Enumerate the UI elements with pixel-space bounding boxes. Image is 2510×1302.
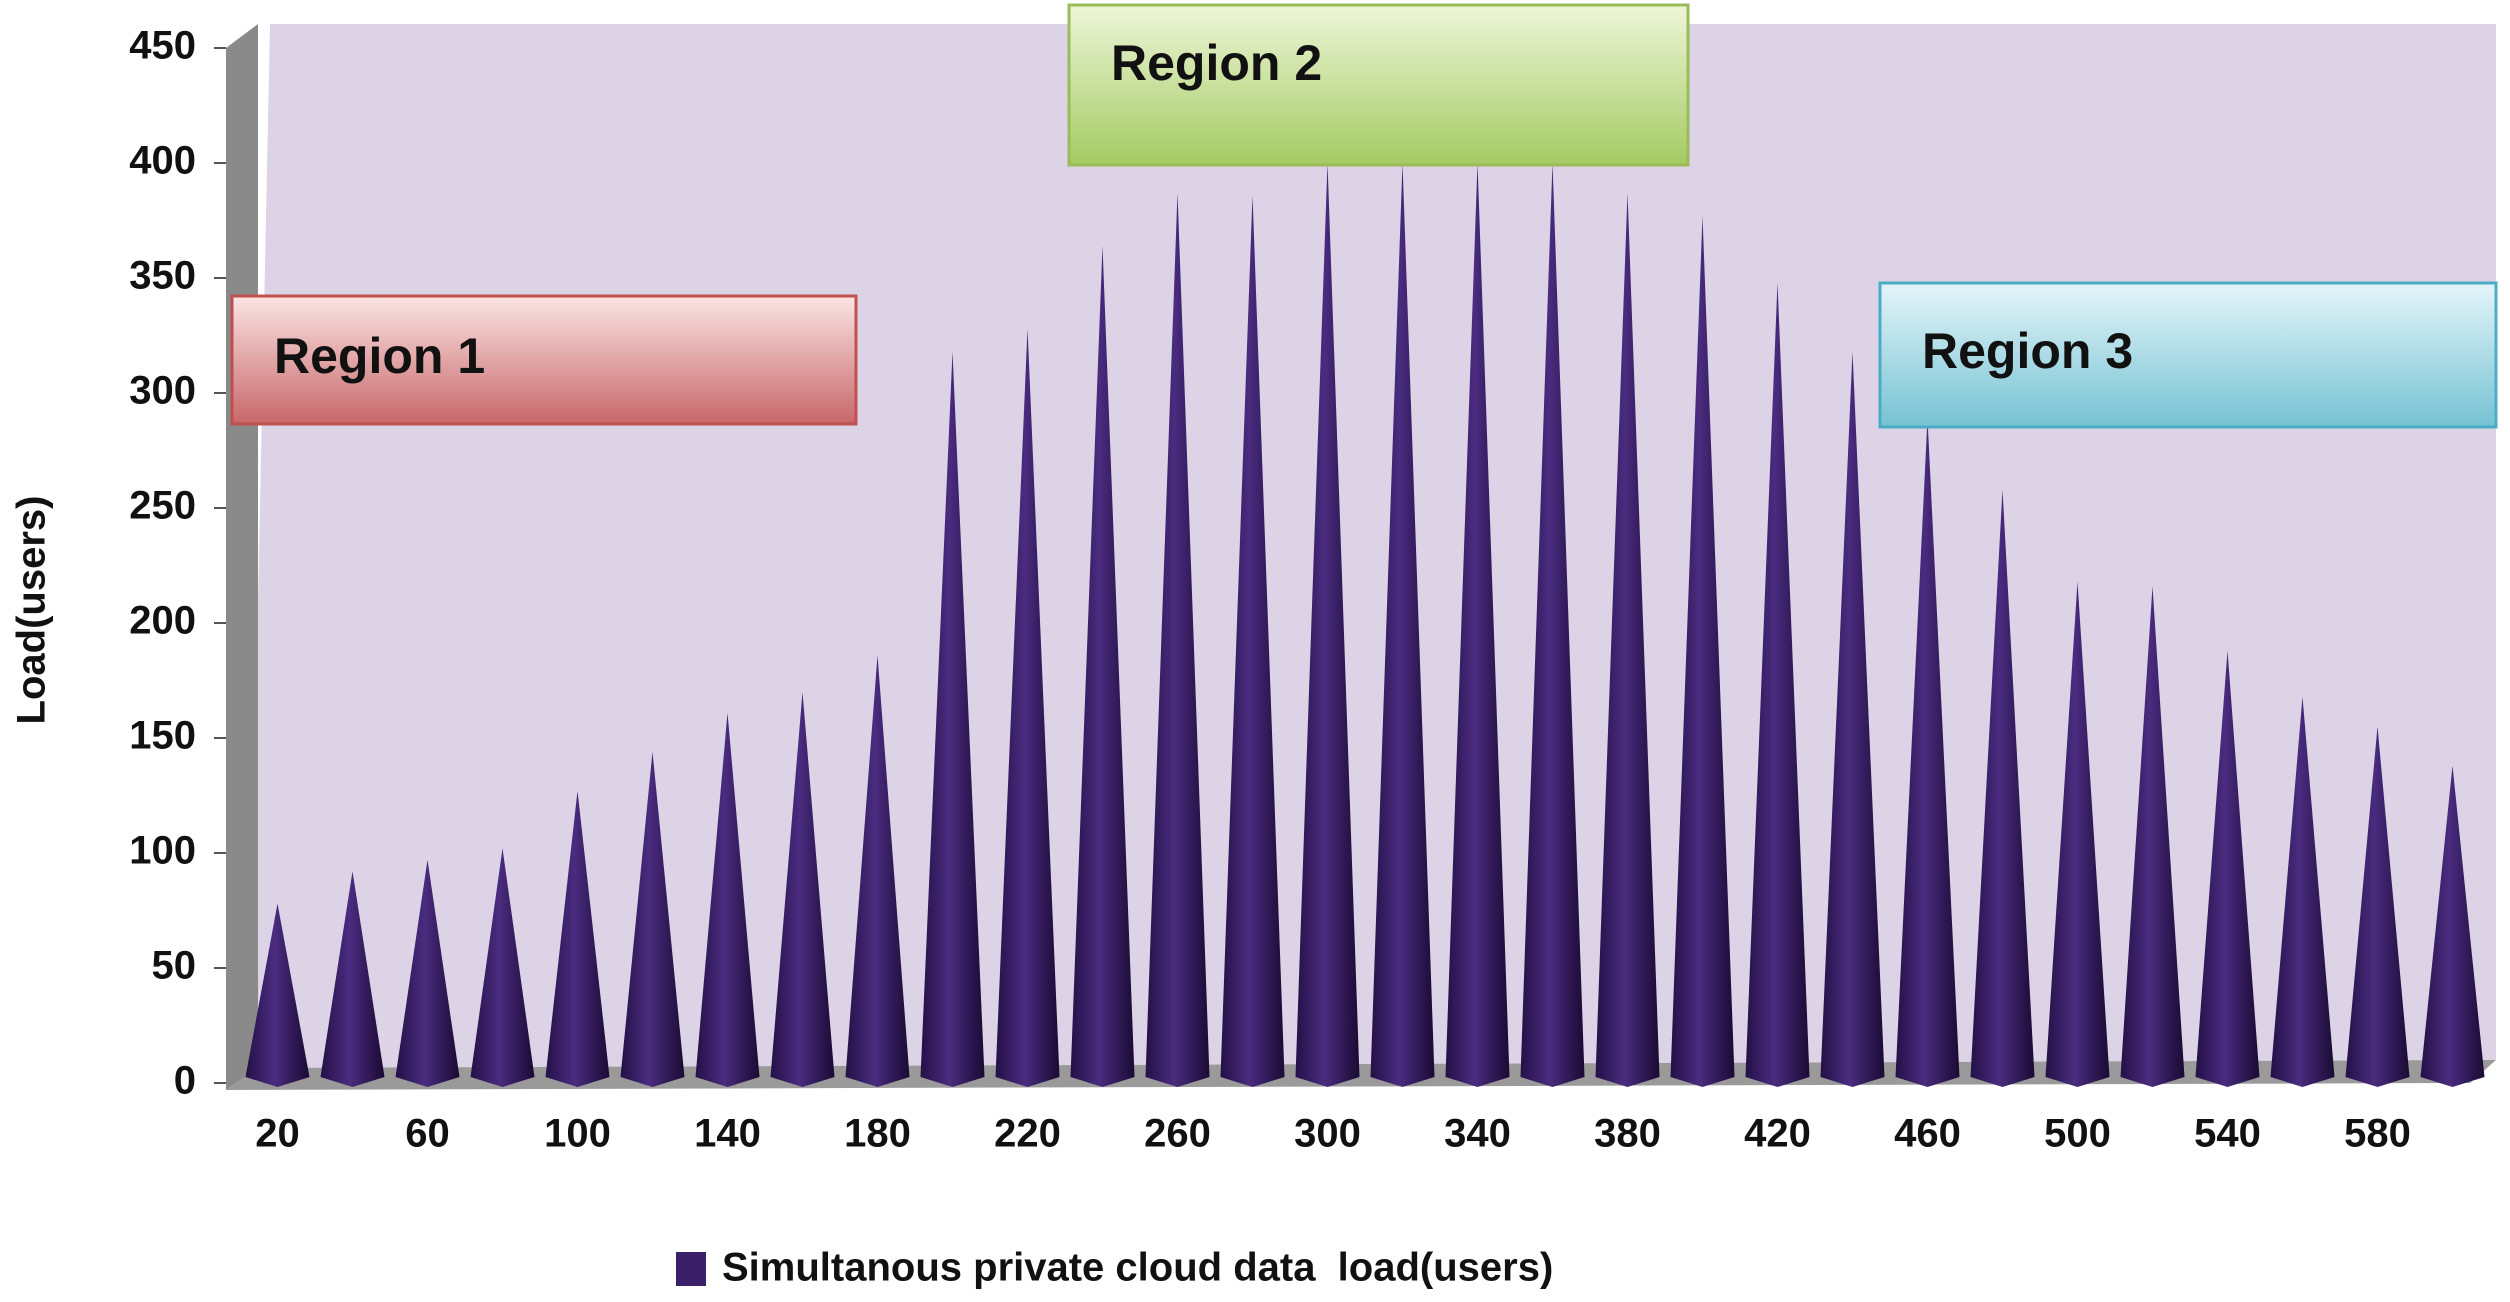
x-tick-label: 460 bbox=[1894, 1112, 1961, 1156]
bar bbox=[695, 712, 760, 1087]
y-tick-label: 450 bbox=[129, 24, 196, 68]
x-tick-label: 580 bbox=[2344, 1112, 2411, 1156]
x-tick-label: 380 bbox=[1594, 1112, 1661, 1156]
bar bbox=[995, 328, 1060, 1088]
legend-label: Simultanous private cloud data load(user… bbox=[722, 1246, 1553, 1290]
x-tick-label: 220 bbox=[994, 1112, 1061, 1156]
bar bbox=[1070, 245, 1135, 1088]
bar bbox=[545, 790, 610, 1087]
y-tick-label: 200 bbox=[129, 599, 196, 643]
x-tick-label: 60 bbox=[405, 1112, 450, 1156]
bar bbox=[1220, 195, 1285, 1087]
bar bbox=[2345, 726, 2410, 1087]
x-tick-label: 500 bbox=[2044, 1112, 2111, 1156]
y-axis-label: Load(users) bbox=[10, 496, 54, 725]
bar bbox=[1670, 215, 1735, 1087]
y-tick-label: 50 bbox=[152, 944, 197, 988]
bar bbox=[1745, 282, 1810, 1088]
bar bbox=[2195, 650, 2260, 1087]
region-box bbox=[1067, 3, 1690, 167]
bar bbox=[395, 859, 460, 1087]
bar bbox=[845, 655, 910, 1087]
region-label: Region 3 bbox=[1922, 323, 2133, 379]
bar bbox=[1295, 163, 1360, 1087]
legend-swatch bbox=[676, 1252, 706, 1286]
bar bbox=[470, 848, 535, 1087]
bar bbox=[620, 751, 685, 1087]
bar bbox=[1895, 418, 1960, 1087]
bar bbox=[2270, 696, 2335, 1087]
bar bbox=[920, 351, 985, 1088]
x-tick-label: 340 bbox=[1444, 1112, 1511, 1156]
side-wall bbox=[226, 24, 258, 1090]
y-tick-label: 0 bbox=[174, 1059, 196, 1103]
x-tick-label: 300 bbox=[1294, 1112, 1361, 1156]
region-label: Region 1 bbox=[274, 328, 485, 384]
bar bbox=[2045, 581, 2110, 1087]
bar bbox=[1445, 163, 1510, 1087]
y-tick-label: 150 bbox=[129, 714, 196, 758]
y-tick-label: 300 bbox=[129, 369, 196, 413]
y-tick-label: 250 bbox=[129, 484, 196, 528]
x-tick-label: 260 bbox=[1144, 1112, 1211, 1156]
y-tick-label: 100 bbox=[129, 829, 196, 873]
x-tick-label: 540 bbox=[2194, 1112, 2261, 1156]
x-tick-label: 100 bbox=[544, 1112, 611, 1156]
bar bbox=[1145, 192, 1210, 1087]
bar bbox=[245, 903, 310, 1087]
bar bbox=[1820, 351, 1885, 1088]
bar bbox=[1970, 489, 2035, 1088]
x-tick-label: 20 bbox=[255, 1112, 300, 1156]
bar bbox=[1370, 163, 1435, 1087]
region-box bbox=[230, 294, 858, 426]
x-tick-label: 140 bbox=[694, 1112, 761, 1156]
y-tick-label: 350 bbox=[129, 254, 196, 298]
bar bbox=[320, 871, 385, 1087]
x-tick-label: 420 bbox=[1744, 1112, 1811, 1156]
bar bbox=[1595, 192, 1660, 1087]
bar bbox=[770, 692, 835, 1087]
region-box bbox=[1878, 281, 2498, 429]
bar bbox=[2120, 586, 2185, 1087]
y-tick-label: 400 bbox=[129, 139, 196, 183]
bar bbox=[1520, 163, 1585, 1087]
bar bbox=[2420, 765, 2485, 1087]
region-label: Region 2 bbox=[1111, 35, 1322, 91]
x-tick-label: 180 bbox=[844, 1112, 911, 1156]
